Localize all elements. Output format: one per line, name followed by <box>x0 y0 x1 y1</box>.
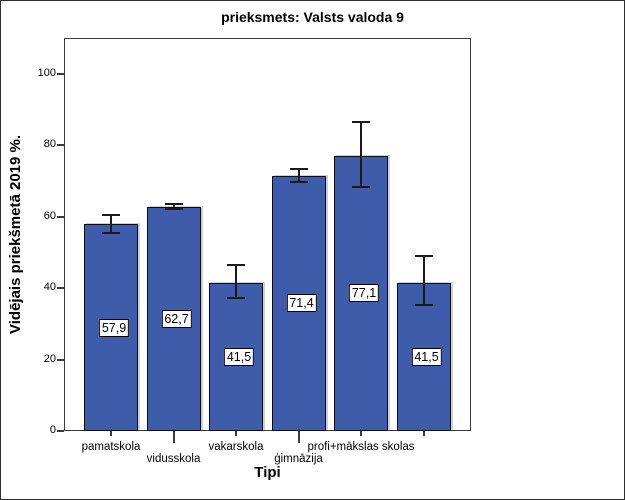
x-tick-label: vakarskola <box>208 441 264 453</box>
x-tick <box>360 431 362 436</box>
y-tick-label: 60 <box>43 209 56 222</box>
error-bar-cap-top <box>289 168 308 171</box>
error-bar-line <box>235 265 237 299</box>
bar-value-label: 71,4 <box>286 294 317 313</box>
error-bar-cap-top <box>352 120 370 123</box>
error-bar-cap-top <box>414 255 433 258</box>
x-tick <box>172 431 175 443</box>
error-bar-line <box>422 256 425 306</box>
x-tick-label: ģimnāzija <box>274 453 323 465</box>
bar-value-label: 77,1 <box>348 284 380 303</box>
x-tick-label: vidusskola <box>146 453 201 465</box>
y-tick <box>57 72 64 75</box>
error-bar-cap-bottom <box>352 186 370 189</box>
error-bar-line <box>297 169 300 182</box>
y-tick <box>57 287 64 290</box>
x-tick <box>422 431 425 436</box>
x-tick-label: pamatskola <box>81 441 141 453</box>
plot-area: 57,9 62,7 41,5 71,4 77,1 41,5 <box>64 38 471 431</box>
error-bar-cap-top <box>227 264 245 267</box>
error-bar-line <box>360 121 362 188</box>
error-bar-cap-bottom <box>289 180 308 183</box>
y-tick <box>57 144 64 147</box>
error-bar-cap-top <box>164 203 183 206</box>
error-bar-cap-bottom <box>414 304 433 307</box>
error-bar-cap-bottom <box>164 208 183 211</box>
y-tick-label: 100 <box>37 66 56 79</box>
x-tick <box>110 431 112 436</box>
error-bar-cap-top <box>102 213 120 216</box>
x-axis-title: Tipi <box>254 464 281 481</box>
y-axis-title: Vidējais priekšmetā 2019 %. <box>7 135 24 335</box>
bar-value-label: 57,9 <box>98 318 130 337</box>
chart-title: prieksmets: Valsts valoda 9 <box>221 9 404 25</box>
y-tick-label: 80 <box>43 138 56 151</box>
bar-value-label: 41,5 <box>411 347 442 366</box>
bar-value-label: 62,7 <box>161 309 192 328</box>
y-tick <box>57 215 64 218</box>
y-tick-label: 40 <box>43 281 56 294</box>
error-bar-cap-bottom <box>227 297 245 300</box>
error-bar-line <box>110 214 112 233</box>
bar-value-label: 41,5 <box>223 347 255 366</box>
x-tick <box>235 431 237 436</box>
y-tick <box>57 358 64 361</box>
x-tick-label: profi+mākslas skolas <box>307 441 415 453</box>
y-tick-label: 0 <box>49 424 56 436</box>
error-bar-cap-bottom <box>102 231 120 234</box>
y-tick <box>57 430 64 432</box>
error-bar-line <box>172 204 175 210</box>
y-tick-label: 20 <box>43 352 56 365</box>
x-tick <box>297 431 300 443</box>
